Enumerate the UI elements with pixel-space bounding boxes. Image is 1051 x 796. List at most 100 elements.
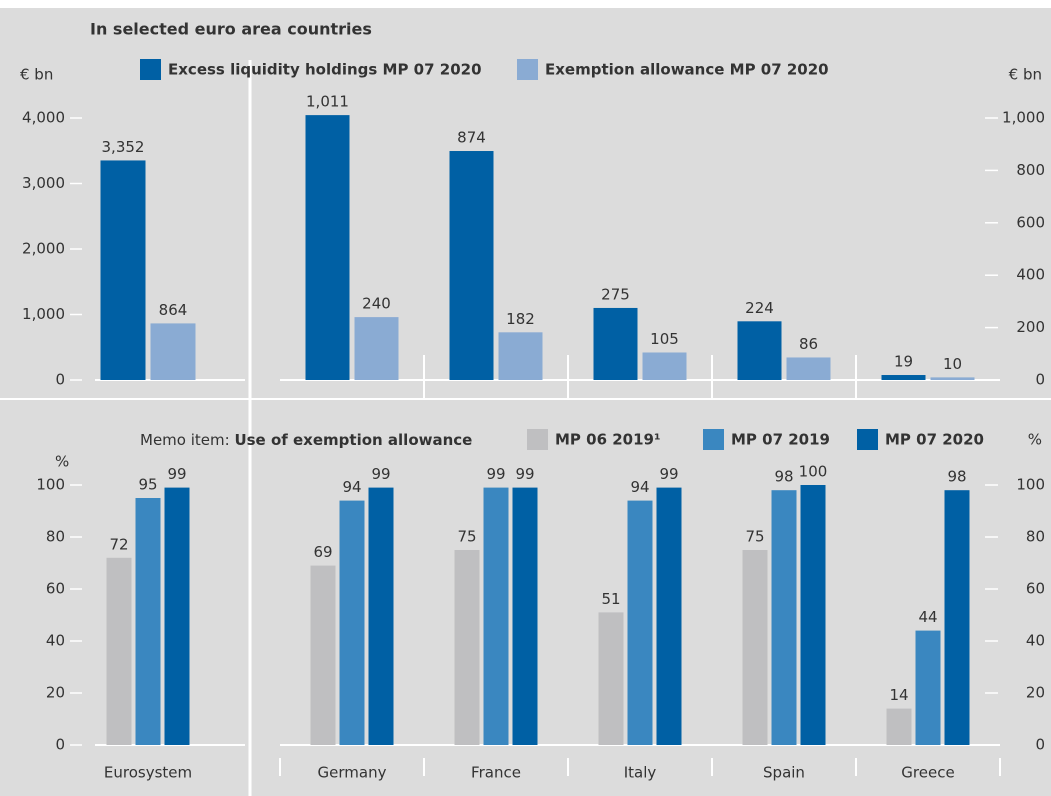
bar [642, 352, 687, 380]
legend-title: Memo item: Use of exemption allowance [140, 431, 472, 449]
value-label: 240 [362, 295, 391, 313]
x-tick-label: Italy [624, 764, 657, 782]
bar [598, 612, 624, 745]
y-tick-label: 80 [46, 528, 65, 546]
y-tick-label: 100 [1016, 476, 1045, 494]
y-tick-label: 0 [55, 371, 65, 389]
x-tick-label: France [471, 764, 521, 782]
bar [737, 321, 782, 380]
top-band [0, 0, 1051, 8]
bar [512, 487, 538, 745]
value-label: 105 [650, 330, 679, 348]
value-label: 94 [342, 478, 361, 496]
legend-swatch [140, 59, 161, 80]
value-label: 94 [630, 478, 649, 496]
y-tick-label: 400 [1016, 266, 1045, 284]
y-axis-label: % [55, 453, 69, 471]
bar [354, 317, 399, 380]
value-label: 874 [457, 129, 486, 147]
value-label: 98 [947, 468, 966, 486]
y-tick-label: 60 [1026, 580, 1045, 598]
value-label: 51 [601, 590, 620, 608]
y-tick-label: 800 [1016, 161, 1045, 179]
value-label: 75 [745, 528, 764, 546]
value-label: 95 [138, 476, 157, 494]
value-label: 86 [799, 335, 818, 353]
bar [656, 487, 682, 745]
value-label: 19 [894, 353, 913, 371]
bar [886, 708, 912, 745]
bar [100, 160, 146, 380]
bar [915, 630, 941, 745]
legend-swatch [857, 429, 878, 450]
bar [627, 500, 653, 745]
x-tick-label: Spain [763, 764, 805, 782]
y-tick-label: 600 [1016, 213, 1045, 231]
legend-label: Exemption allowance MP 07 2020 [545, 61, 829, 79]
y-tick-label: 0 [1035, 371, 1045, 389]
bar [368, 487, 394, 745]
legend-prefix: Memo item: [140, 431, 230, 449]
bar [786, 357, 831, 380]
legend-label: MP 07 2020 [885, 431, 984, 449]
value-label: 72 [109, 535, 128, 553]
y-axis-label: € bn [1009, 66, 1042, 84]
bar [593, 307, 638, 380]
value-label: 14 [889, 686, 908, 704]
y-tick-label: 0 [55, 736, 65, 754]
y-tick-label: 3,000 [22, 174, 65, 192]
y-tick-label: 20 [1026, 684, 1045, 702]
bar [310, 565, 336, 745]
value-label: 75 [457, 528, 476, 546]
legend-label: Excess liquidity holdings MP 07 2020 [168, 61, 482, 79]
y-tick-label: 0 [1035, 736, 1045, 754]
value-label: 99 [515, 465, 534, 483]
value-label: 99 [659, 465, 678, 483]
bar [164, 487, 190, 745]
legend-title: Use of exemption allowance [234, 431, 472, 449]
y-axis-label: % [1028, 431, 1042, 449]
y-tick-label: 20 [46, 684, 65, 702]
value-label: 224 [745, 299, 774, 317]
bar [930, 377, 975, 380]
value-label: 98 [774, 468, 793, 486]
bar [339, 500, 365, 745]
value-label: 182 [506, 310, 535, 328]
value-label: 99 [486, 465, 505, 483]
bar [106, 557, 132, 745]
y-tick-label: 1,000 [1002, 109, 1045, 127]
bar [498, 332, 543, 380]
y-tick-label: 200 [1016, 318, 1045, 336]
bar [881, 375, 926, 380]
bar [800, 485, 826, 745]
value-label: 864 [159, 301, 188, 319]
y-tick-label: 60 [46, 580, 65, 598]
y-tick-label: 40 [1026, 632, 1045, 650]
legend-label: MP 07 2019 [731, 431, 830, 449]
chart-title: In selected euro area countries [90, 20, 372, 39]
legend-swatch [703, 429, 724, 450]
bar [742, 550, 768, 745]
y-tick-label: 40 [46, 632, 65, 650]
value-label: 275 [601, 285, 630, 303]
value-label: 44 [918, 608, 937, 626]
bar [944, 490, 970, 745]
x-tick-label: Eurosystem [104, 764, 192, 782]
y-tick-label: 100 [36, 476, 65, 494]
value-label: 69 [313, 543, 332, 561]
y-axis-label: € bn [20, 66, 53, 84]
value-label: 99 [371, 465, 390, 483]
bar [449, 151, 494, 380]
x-tick-label: Greece [901, 764, 954, 782]
y-tick-label: 1,000 [22, 305, 65, 323]
y-tick-label: 80 [1026, 528, 1045, 546]
bar [135, 498, 161, 745]
bar [305, 115, 350, 381]
bar [150, 323, 196, 380]
value-label: 99 [167, 465, 186, 483]
value-label: 1,011 [306, 93, 349, 111]
value-label: 100 [799, 463, 828, 481]
legend-swatch [517, 59, 538, 80]
